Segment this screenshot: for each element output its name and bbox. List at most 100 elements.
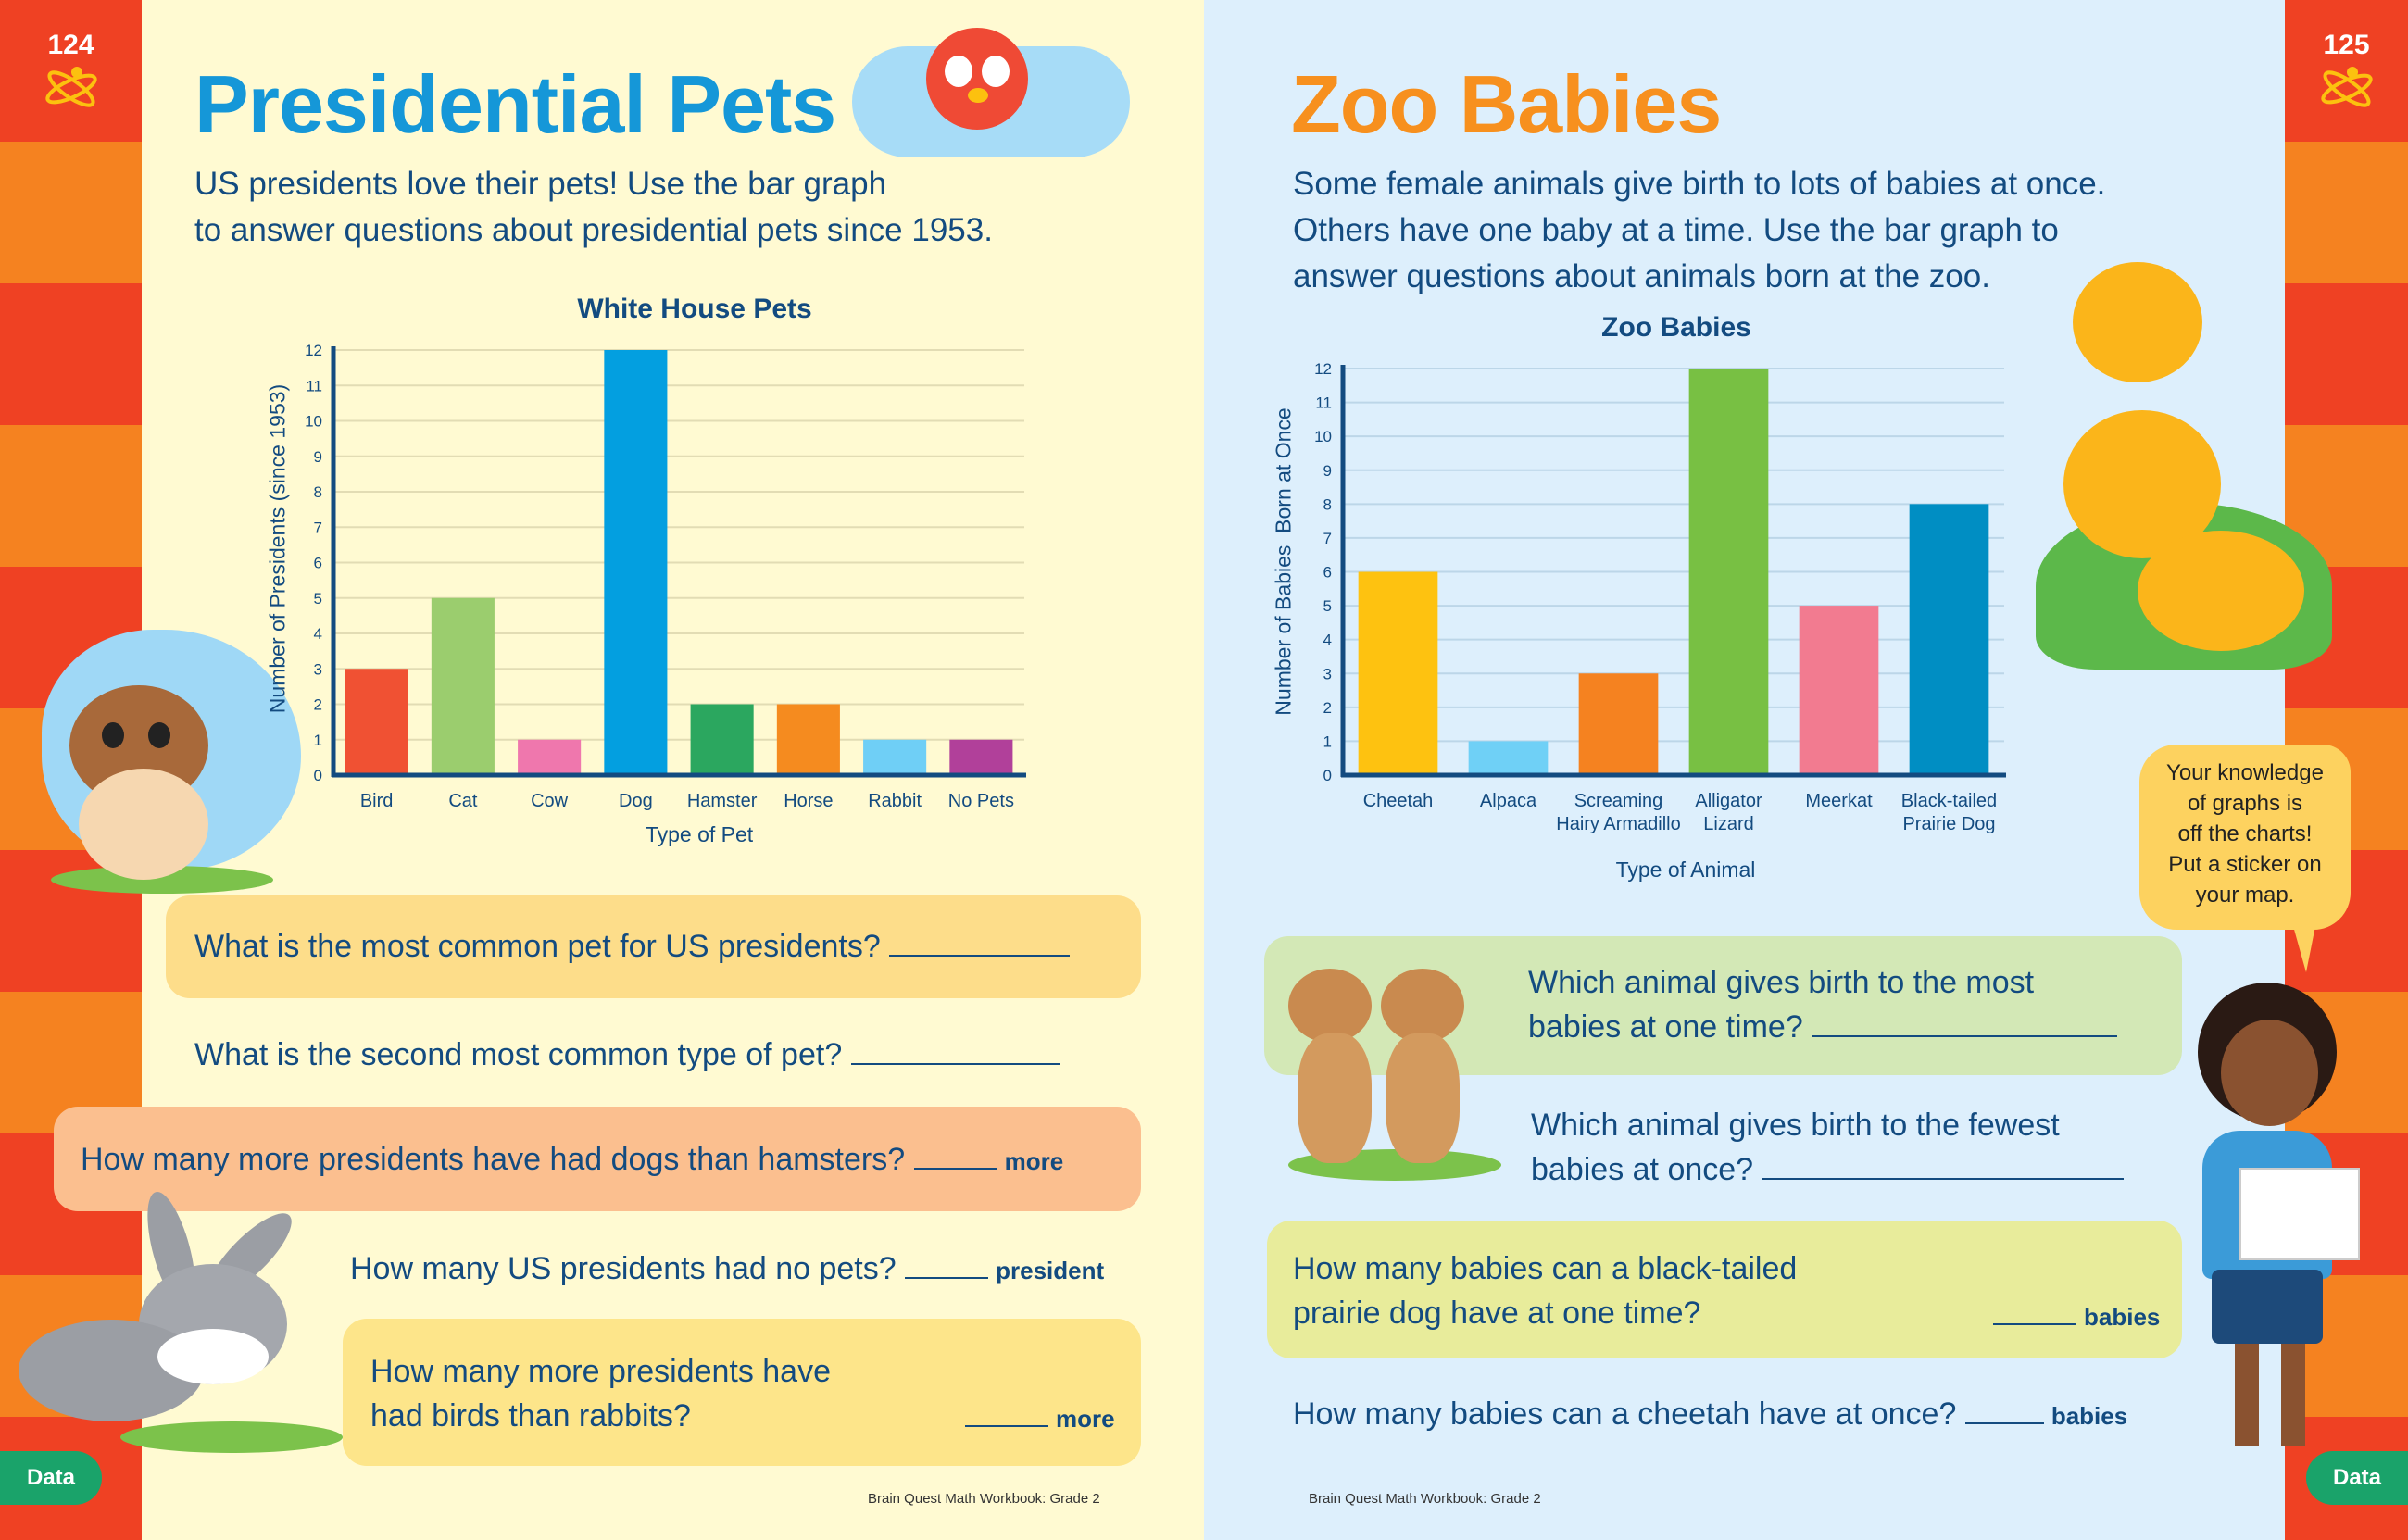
intro-line: answer questions about animals born at t… <box>1293 258 1990 294</box>
question-text: babies at one time? <box>1528 1009 1803 1045</box>
question-text: Which animal gives birth to the most <box>1528 965 2035 1000</box>
bar-5 <box>776 704 840 775</box>
stripe-band <box>2285 0 2408 142</box>
x-category-label: Meerkat <box>1805 791 1873 811</box>
y-tick-label: 7 <box>1323 530 1332 547</box>
page-number-right: 125 <box>2285 0 2408 142</box>
y-tick-label: 5 <box>1323 597 1332 615</box>
question-text: had birds than rabbits? <box>370 1398 691 1434</box>
question-text: How many babies can a cheetah have at on… <box>1293 1396 1957 1432</box>
y-tick-label: 10 <box>1314 428 1332 445</box>
answer-blank[interactable] <box>889 929 1071 957</box>
y-tick-label: 8 <box>1323 495 1332 513</box>
x-category-label: Hairy Armadillo <box>1556 814 1680 834</box>
footer-right: Brain Quest Math Workbook: Grade 2 <box>1309 1491 1541 1507</box>
answer-blank[interactable] <box>850 1037 1060 1065</box>
y-tick-label: 1 <box>314 732 322 749</box>
rabbit-illustration <box>0 1187 345 1453</box>
bar-4 <box>690 704 754 775</box>
question-box <box>166 895 1141 998</box>
stripe-band <box>0 142 142 283</box>
question-text: How many US presidents had no pets? <box>350 1251 897 1286</box>
x-category-label: Rabbit <box>868 791 922 811</box>
bar-3 <box>1688 369 1769 775</box>
answer-blank[interactable] <box>905 1251 989 1279</box>
answer-blank[interactable] <box>1964 1396 2044 1424</box>
question-text: Which animal gives birth to the fewest <box>1531 1108 2060 1143</box>
atom-icon <box>44 67 97 107</box>
intro-line: US presidents love their pets! Use the b… <box>194 166 887 202</box>
bird-illustration <box>852 28 1139 167</box>
x-category-label: Hamster <box>687 791 758 811</box>
question-1: What is the most common pet for US presi… <box>194 924 1071 969</box>
y-tick-label: 2 <box>1323 699 1332 717</box>
page-title-right: Zoo Babies <box>1291 58 1722 150</box>
intro-left: US presidents love their pets! Use the b… <box>194 161 993 254</box>
question-text: How many more presidents have <box>370 1354 832 1389</box>
y-tick-label: 5 <box>314 590 322 607</box>
answer-blank[interactable] <box>913 1142 997 1170</box>
x-category-label: Horse <box>784 791 833 811</box>
answer-unit: president <box>996 1257 1105 1284</box>
bar-1 <box>431 597 495 775</box>
question-text: What is the second most common type of p… <box>194 1037 843 1072</box>
intro-line: Some female animals give birth to lots o… <box>1293 166 2106 202</box>
y-tick-label: 6 <box>314 555 322 572</box>
stripe-band <box>0 0 142 142</box>
footer-left: Brain Quest Math Workbook: Grade 2 <box>868 1491 1100 1507</box>
bar-0 <box>1358 571 1438 775</box>
question-text: How many more presidents have had dogs t… <box>81 1142 906 1177</box>
answer-unit: babies <box>2084 1303 2161 1331</box>
bar-2 <box>518 739 582 775</box>
child-with-chart-illustration <box>2189 983 2364 1466</box>
x-category-label: Cat <box>448 791 478 811</box>
x-category-label: Alpaca <box>1480 791 1537 811</box>
bubble-line: off the charts! <box>2177 821 2313 846</box>
bar-5 <box>1909 504 1989 775</box>
bar-3 <box>604 350 668 775</box>
question-2: Which animal gives birth to the fewest b… <box>1531 1103 2124 1192</box>
bar-0 <box>345 669 408 775</box>
page-title-left: Presidential Pets <box>194 58 836 150</box>
bubble-line: your map. <box>2195 883 2295 908</box>
question-text: How many babies can a black-tailed <box>1293 1251 1798 1286</box>
y-tick-label: 6 <box>1323 564 1332 582</box>
y-axis-label: Number of Babies Born at Once <box>1271 407 1296 716</box>
y-tick-label: 0 <box>1323 767 1332 784</box>
page-number-text: 125 <box>2323 30 2370 60</box>
hamster-illustration <box>23 630 306 908</box>
question-text: prairie dog have at one time? <box>1293 1296 1701 1331</box>
bar-7 <box>949 739 1013 775</box>
data-section-tab-left[interactable]: Data <box>0 1451 102 1505</box>
question-3: How many more presidents have had dogs t… <box>81 1137 1063 1183</box>
x-category-label: Cow <box>531 791 569 811</box>
answer-blank[interactable] <box>1762 1152 2124 1180</box>
question-2: What is the second most common type of p… <box>194 1033 1060 1077</box>
answer-blank[interactable] <box>1993 1297 2076 1325</box>
answer-blank[interactable] <box>965 1399 1048 1427</box>
chart-title: Zoo Babies <box>1601 312 1751 343</box>
x-category-label: Bird <box>360 791 394 811</box>
x-category-label: Prairie Dog <box>1902 814 1995 834</box>
question-4: How many US presidents had no pets? pres… <box>350 1246 1104 1293</box>
answer-unit: more <box>1056 1405 1115 1433</box>
question-box <box>1267 1221 2182 1358</box>
y-tick-label: 10 <box>305 413 322 431</box>
y-tick-label: 3 <box>314 660 322 678</box>
bubble-line: Put a sticker on <box>2168 852 2322 877</box>
y-tick-label: 2 <box>314 696 322 714</box>
x-axis-label: Type of Pet <box>645 822 754 846</box>
question-3: How many babies can a black-tailed prair… <box>1293 1246 1797 1335</box>
page-number-text: 124 <box>47 30 94 60</box>
stripe-band <box>0 283 142 425</box>
y-tick-label: 8 <box>314 483 322 501</box>
intro-line: to answer questions about presidential p… <box>194 212 993 248</box>
x-axis-label: Type of Animal <box>1615 858 1756 882</box>
answer-unit: babies <box>2051 1402 2128 1430</box>
question-box <box>54 1107 1141 1211</box>
answer-blank[interactable] <box>1812 1009 2118 1037</box>
data-section-tab-right[interactable]: Data <box>2306 1451 2408 1505</box>
question-text: babies at once? <box>1531 1152 1754 1187</box>
